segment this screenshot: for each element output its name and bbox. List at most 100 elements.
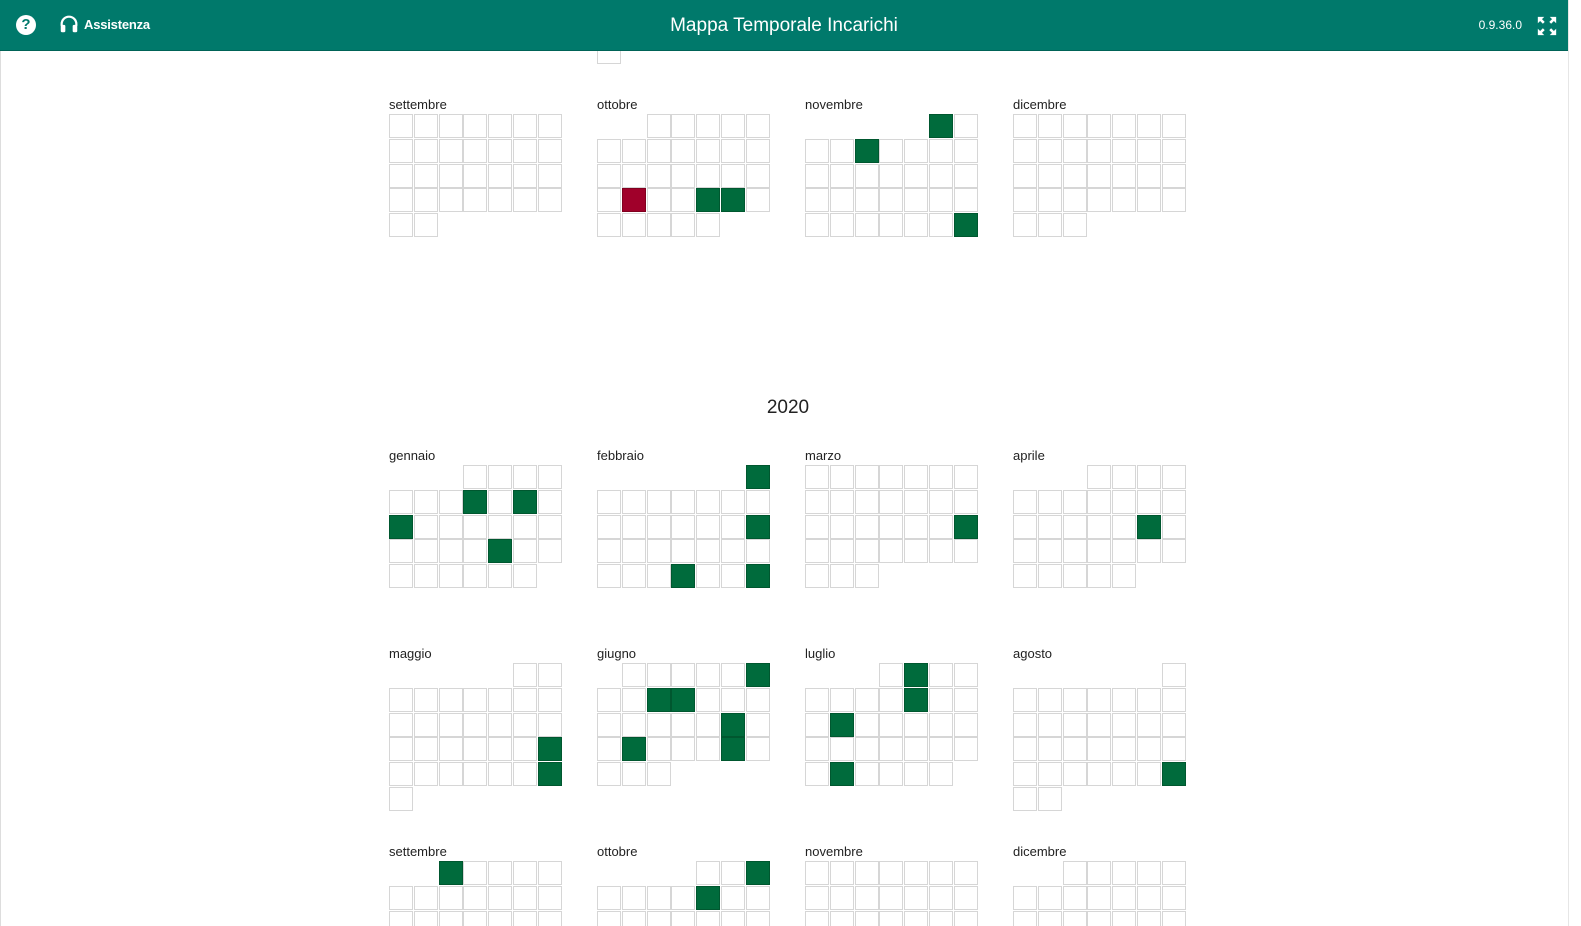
- calendar-day-cell[interactable]: [1087, 188, 1112, 213]
- calendar-day-cell[interactable]: [1037, 687, 1062, 712]
- calendar-day-cell[interactable]: [929, 213, 953, 238]
- calendar-day-cell[interactable]: [721, 188, 745, 213]
- calendar-day-cell[interactable]: [829, 564, 854, 589]
- calendar-day-cell[interactable]: [805, 138, 829, 163]
- calendar-day-cell[interactable]: [1137, 712, 1161, 737]
- calendar-day-cell[interactable]: [463, 762, 488, 787]
- calendar-day-cell[interactable]: [646, 163, 671, 188]
- calendar-day-cell[interactable]: [953, 188, 978, 213]
- calendar-day-cell[interactable]: [1161, 663, 1186, 687]
- calendar-day-cell[interactable]: [671, 514, 696, 539]
- calendar-day-cell[interactable]: [513, 885, 537, 910]
- calendar-day-cell[interactable]: [721, 737, 745, 762]
- calendar-day-cell[interactable]: [488, 885, 513, 910]
- calendar-day-cell[interactable]: [646, 712, 671, 737]
- calendar-day-cell[interactable]: [513, 564, 537, 589]
- calendar-day-cell[interactable]: [621, 712, 646, 737]
- calendar-day-cell[interactable]: [805, 910, 829, 926]
- calendar-day-cell[interactable]: [805, 712, 829, 737]
- calendar-day-cell[interactable]: [1087, 465, 1112, 489]
- calendar-day-cell[interactable]: [696, 514, 721, 539]
- calendar-day-cell[interactable]: [537, 539, 562, 564]
- calendar-day-cell[interactable]: [879, 712, 904, 737]
- calendar-day-cell[interactable]: [671, 489, 696, 514]
- calendar-day-cell[interactable]: [488, 114, 513, 138]
- calendar-day-cell[interactable]: [671, 138, 696, 163]
- calendar-day-cell[interactable]: [1087, 885, 1112, 910]
- calendar-day-cell[interactable]: [597, 213, 621, 238]
- question-circle-icon[interactable]: ?: [16, 15, 36, 35]
- calendar-day-cell[interactable]: [696, 737, 721, 762]
- calendar-day-cell[interactable]: [671, 737, 696, 762]
- calendar-day-cell[interactable]: [953, 737, 978, 762]
- calendar-day-cell[interactable]: [1112, 188, 1137, 213]
- calendar-day-cell[interactable]: [953, 910, 978, 926]
- calendar-day-cell[interactable]: [805, 687, 829, 712]
- calendar-day-cell[interactable]: [413, 138, 438, 163]
- calendar-day-cell[interactable]: [1087, 910, 1112, 926]
- calendar-day-cell[interactable]: [621, 163, 646, 188]
- calendar-day-cell[interactable]: [829, 514, 854, 539]
- calendar-day-cell[interactable]: [805, 489, 829, 514]
- calendar-day-cell[interactable]: [829, 188, 854, 213]
- calendar-day-cell[interactable]: [1062, 762, 1087, 787]
- calendar-day-cell[interactable]: [1013, 687, 1037, 712]
- calendar-day-cell[interactable]: [696, 564, 721, 589]
- calendar-day-cell[interactable]: [463, 188, 488, 213]
- calendar-day-cell[interactable]: [829, 465, 854, 489]
- calendar-day-cell[interactable]: [389, 737, 413, 762]
- calendar-day-cell[interactable]: [463, 712, 488, 737]
- calendar-day-cell[interactable]: [413, 737, 438, 762]
- calendar-day-cell[interactable]: [389, 188, 413, 213]
- calendar-day-cell[interactable]: [389, 885, 413, 910]
- calendar-day-cell[interactable]: [1112, 737, 1137, 762]
- calendar-day-cell[interactable]: [413, 687, 438, 712]
- calendar-day-cell[interactable]: [1137, 539, 1161, 564]
- calendar-day-cell[interactable]: [745, 465, 770, 489]
- calendar-day-cell[interactable]: [671, 910, 696, 926]
- calendar-day-cell[interactable]: [597, 737, 621, 762]
- calendar-day-cell[interactable]: [463, 885, 488, 910]
- calendar-day-cell[interactable]: [1013, 539, 1037, 564]
- calendar-day-cell[interactable]: [488, 737, 513, 762]
- calendar-day-cell[interactable]: [1112, 564, 1137, 589]
- calendar-day-cell[interactable]: [621, 564, 646, 589]
- calendar-day-cell[interactable]: [1087, 737, 1112, 762]
- calendar-day-cell[interactable]: [1013, 885, 1037, 910]
- calendar-day-cell[interactable]: [696, 885, 721, 910]
- calendar-day-cell[interactable]: [646, 687, 671, 712]
- calendar-day-cell[interactable]: [537, 514, 562, 539]
- calendar-day-cell[interactable]: [1062, 539, 1087, 564]
- calendar-day-cell[interactable]: [513, 762, 537, 787]
- calendar-day-cell[interactable]: [597, 514, 621, 539]
- calendar-day-cell[interactable]: [671, 564, 696, 589]
- calendar-day-cell[interactable]: [745, 737, 770, 762]
- calendar-day-cell[interactable]: [413, 564, 438, 589]
- calendar-day-cell[interactable]: [1161, 138, 1186, 163]
- calendar-day-cell[interactable]: [438, 910, 463, 926]
- calendar-day-cell[interactable]: [413, 762, 438, 787]
- calendar-day-cell[interactable]: [1062, 163, 1087, 188]
- calendar-day-cell[interactable]: [854, 910, 879, 926]
- calendar-day-cell[interactable]: [854, 188, 879, 213]
- calendar-day-cell[interactable]: [389, 762, 413, 787]
- calendar-day-cell[interactable]: [1112, 712, 1137, 737]
- calendar-day-cell[interactable]: [854, 564, 879, 589]
- calendar-day-cell[interactable]: [1112, 885, 1137, 910]
- calendar-day-cell[interactable]: [904, 188, 929, 213]
- calendar-day-cell[interactable]: [953, 712, 978, 737]
- calendar-day-cell[interactable]: [721, 861, 745, 885]
- calendar-day-cell[interactable]: [879, 737, 904, 762]
- calendar-day-cell[interactable]: [1112, 138, 1137, 163]
- calendar-day-cell[interactable]: [721, 564, 745, 589]
- calendar-day-cell[interactable]: [696, 114, 721, 138]
- calendar-day-cell[interactable]: [904, 737, 929, 762]
- calendar-day-cell[interactable]: [745, 514, 770, 539]
- calendar-day-cell[interactable]: [854, 712, 879, 737]
- calendar-day-cell[interactable]: [805, 163, 829, 188]
- calendar-day-cell[interactable]: [1112, 910, 1137, 926]
- calendar-day-cell[interactable]: [953, 861, 978, 885]
- calendar-day-cell[interactable]: [929, 465, 953, 489]
- calendar-day-cell[interactable]: [721, 910, 745, 926]
- calendar-day-cell[interactable]: [1137, 163, 1161, 188]
